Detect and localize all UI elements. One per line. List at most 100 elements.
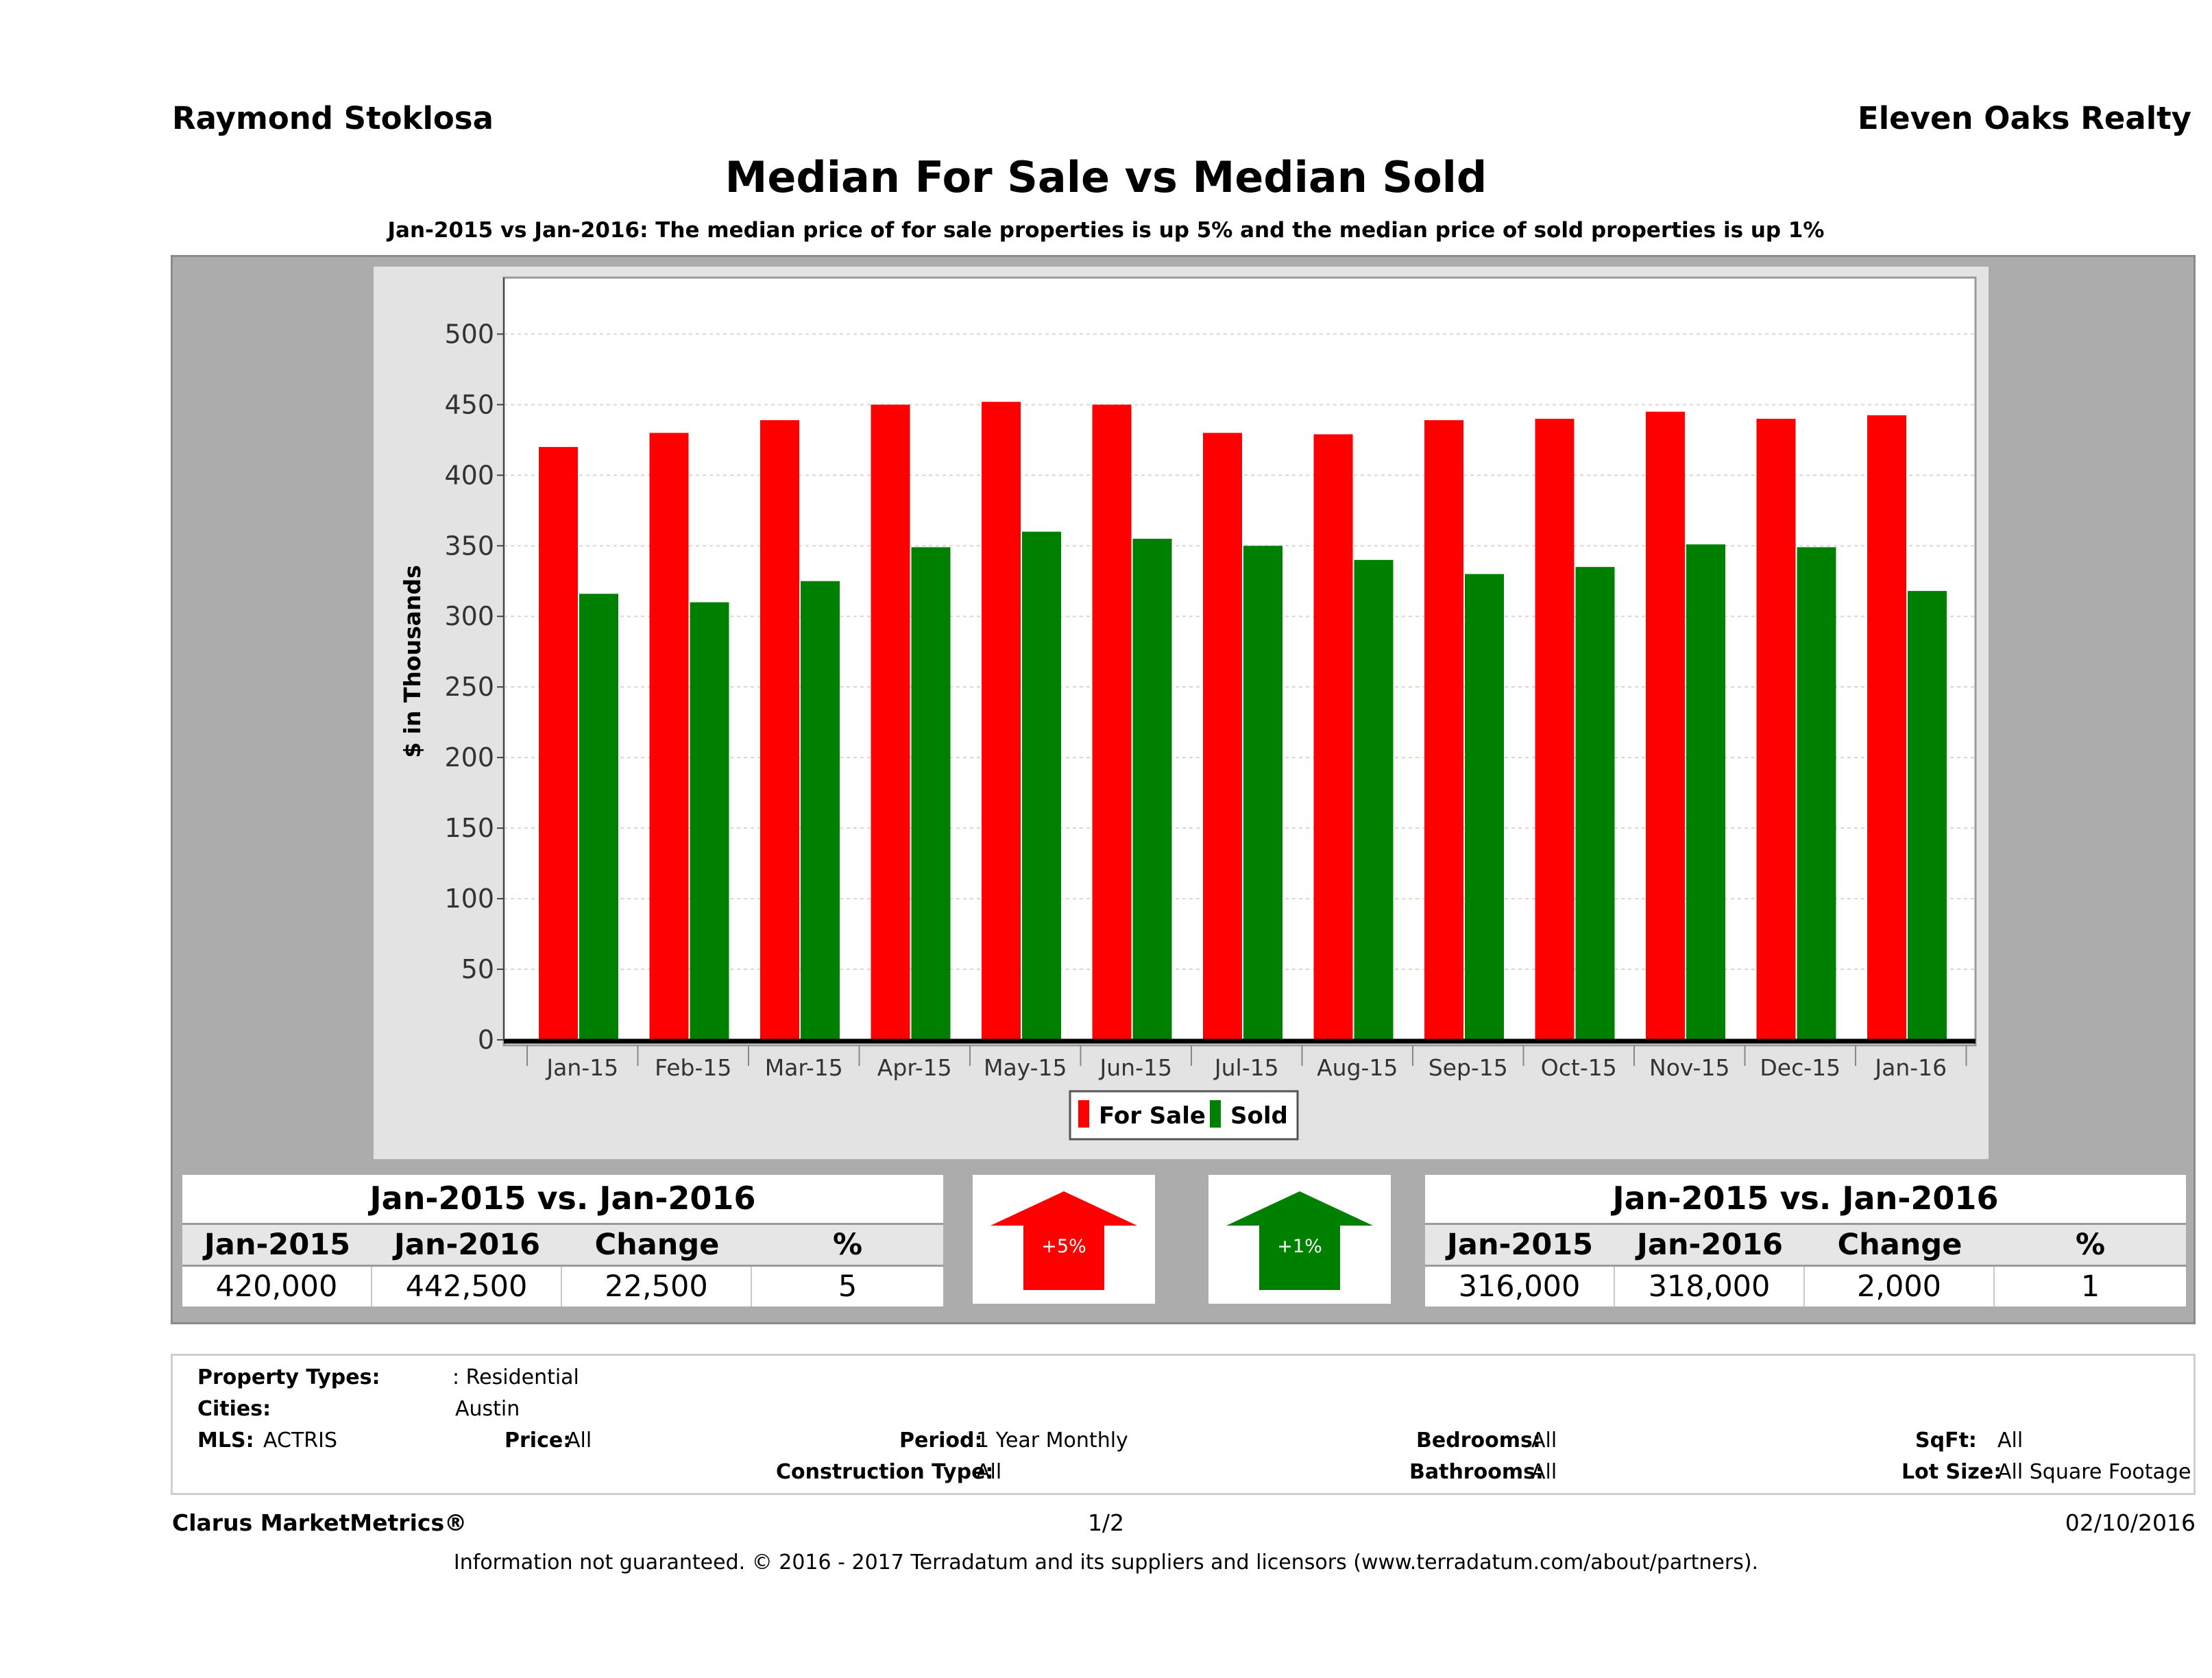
bar-for-sale [1756, 418, 1796, 1040]
agent-name: Raymond Stoklosa [172, 100, 494, 136]
bar-sold [801, 581, 840, 1040]
for-sale-table-header-row: Jan-2015 Jan-2016 Change % [182, 1223, 943, 1267]
sold-header-change: Change [1837, 1228, 1962, 1262]
legend-label-for-sale: For Sale [1099, 1102, 1206, 1130]
sold-table-value-row: 316,000 318,000 2,000 1 [1425, 1267, 2186, 1306]
y-tick-label: 0 [478, 1025, 494, 1055]
bar-sold [1797, 547, 1836, 1040]
sqft-value: All [1997, 1428, 2023, 1452]
y-tick-label: 50 [461, 954, 494, 984]
bar-for-sale [1424, 420, 1463, 1040]
y-tick-label: 200 [444, 742, 494, 773]
bedrooms-value: All [1531, 1428, 1557, 1452]
for-sale-value-jan2015: 420,000 [182, 1267, 372, 1306]
cities-value: Austin [455, 1397, 520, 1421]
for-sale-value-change: 22,500 [562, 1267, 752, 1306]
sold-change-label: +1% [1277, 1236, 1322, 1257]
sold-change-indicator: +1% [1208, 1175, 1391, 1304]
cities-label: Cities: [197, 1397, 271, 1421]
legend-box [1069, 1090, 1299, 1141]
footer-brand: Clarus MarketMetrics® [172, 1509, 467, 1536]
bar-sold [1132, 538, 1172, 1040]
price-label: Price: [505, 1428, 572, 1452]
footer-page-number: 1/2 [1087, 1509, 1125, 1536]
y-axis-label: $ in Thousands [399, 565, 426, 758]
bar-for-sale [539, 447, 578, 1040]
property-types-value: : Residential [452, 1365, 579, 1389]
bar-for-sale [871, 404, 910, 1040]
axes: 0 50 100 150 200 250 300 350 400 450 500 Jan-15 Feb-… [444, 278, 1976, 1081]
x-tick-label: Nov-15 [1649, 1054, 1729, 1081]
y-tick-label: 500 [444, 319, 494, 349]
bar-for-sale [760, 420, 799, 1040]
legend-label-sold: Sold [1230, 1102, 1288, 1130]
bar-for-sale [1313, 434, 1353, 1040]
legend: For Sale Sold [1069, 1090, 1299, 1141]
y-tick-label: 300 [444, 601, 494, 631]
x-tick-label: Dec-15 [1760, 1054, 1840, 1081]
bar-sold [1575, 567, 1615, 1040]
bar-sold [911, 547, 951, 1040]
sold-header-jan2016: Jan-2016 [1636, 1228, 1784, 1262]
for-sale-summary-table: Jan-2015 vs. Jan-2016 Jan-2015 Jan-2016 … [182, 1175, 943, 1306]
bar-chart: 0 50 100 150 200 250 300 350 400 450 500 Jan-15 Feb-… [399, 276, 1977, 1141]
x-tick-label: Jul-15 [1213, 1054, 1279, 1081]
y-tick-label: 100 [444, 884, 494, 914]
for-sale-value-jan2016: 442,500 [372, 1267, 562, 1306]
bar-for-sale [1535, 418, 1575, 1040]
footer-date: 02/10/2016 [2065, 1509, 2196, 1536]
for-sale-table-value-row: 420,000 442,500 22,500 5 [182, 1267, 943, 1306]
y-tick-label: 150 [444, 813, 494, 843]
construction-type-label: Construction Type: [776, 1460, 994, 1484]
y-tick-label: 450 [444, 389, 494, 420]
property-types-label: Property Types: [197, 1365, 380, 1389]
bar-sold [1908, 591, 1947, 1040]
bar-for-sale [1867, 415, 1906, 1040]
chart-subtitle: Jan-2015 vs Jan-2016: The median price o… [387, 218, 1825, 243]
bars [539, 402, 1947, 1040]
x-tick-label: May-15 [984, 1054, 1067, 1081]
bar-sold [1686, 544, 1725, 1040]
footer-disclaimer: Information not guaranteed. © 2016 - 201… [453, 1551, 1759, 1574]
mls-value: ACTRIS [263, 1428, 338, 1452]
period-label: Period: [899, 1428, 983, 1452]
sold-header-percent: % [2075, 1228, 2106, 1262]
construction-type-value: All [976, 1460, 1002, 1484]
up-arrow-icon: +1% [1226, 1191, 1373, 1290]
sold-header-jan2015: Jan-2015 [1446, 1228, 1594, 1262]
legend-swatch-sold [1210, 1100, 1221, 1128]
mls-label: MLS: [197, 1428, 254, 1452]
for-sale-header-change: Change [594, 1228, 720, 1262]
bar-for-sale [1203, 433, 1242, 1040]
x-tick-label: Jan-16 [1873, 1054, 1947, 1081]
x-tick-label: Apr-15 [877, 1054, 952, 1081]
bathrooms-value: All [1531, 1460, 1557, 1484]
for-sale-change-indicator: +5% [973, 1175, 1155, 1304]
x-tick-label: Aug-15 [1317, 1054, 1398, 1081]
sold-table-header-row: Jan-2015 Jan-2016 Change % [1425, 1223, 2186, 1267]
bedrooms-label: Bedrooms: [1416, 1428, 1541, 1452]
bar-sold [579, 594, 618, 1040]
bar-for-sale [1092, 404, 1132, 1040]
sold-summary-table: Jan-2015 vs. Jan-2016 Jan-2015 Jan-2016 … [1425, 1175, 2186, 1306]
for-sale-header-percent: % [832, 1228, 863, 1262]
x-tick-label: Jan-15 [545, 1054, 618, 1081]
period-value: 1 Year Monthly [976, 1428, 1128, 1452]
bar-sold [1022, 531, 1061, 1040]
brokerage-name: Eleven Oaks Realty [1857, 100, 2191, 136]
lot-size-value: All Square Footage [1997, 1460, 2191, 1484]
chart-title: Median For Sale vs Median Sold [725, 152, 1487, 202]
sold-table-title: Jan-2015 vs. Jan-2016 [1612, 1180, 1999, 1217]
x-tick-label: Sep-15 [1429, 1054, 1508, 1081]
up-arrow-icon: +5% [990, 1191, 1137, 1290]
bar-for-sale [982, 402, 1021, 1040]
sqft-label: SqFt: [1915, 1428, 1977, 1452]
sold-value-change: 2,000 [1805, 1267, 1995, 1306]
y-tick-label: 400 [444, 460, 494, 490]
y-tick-label: 350 [444, 531, 494, 561]
x-tick-label: Mar-15 [765, 1054, 843, 1081]
for-sale-change-label: +5% [1041, 1236, 1086, 1257]
for-sale-value-percent: 5 [838, 1269, 858, 1304]
bar-sold [1243, 546, 1283, 1040]
bathrooms-label: Bathrooms: [1409, 1460, 1544, 1484]
